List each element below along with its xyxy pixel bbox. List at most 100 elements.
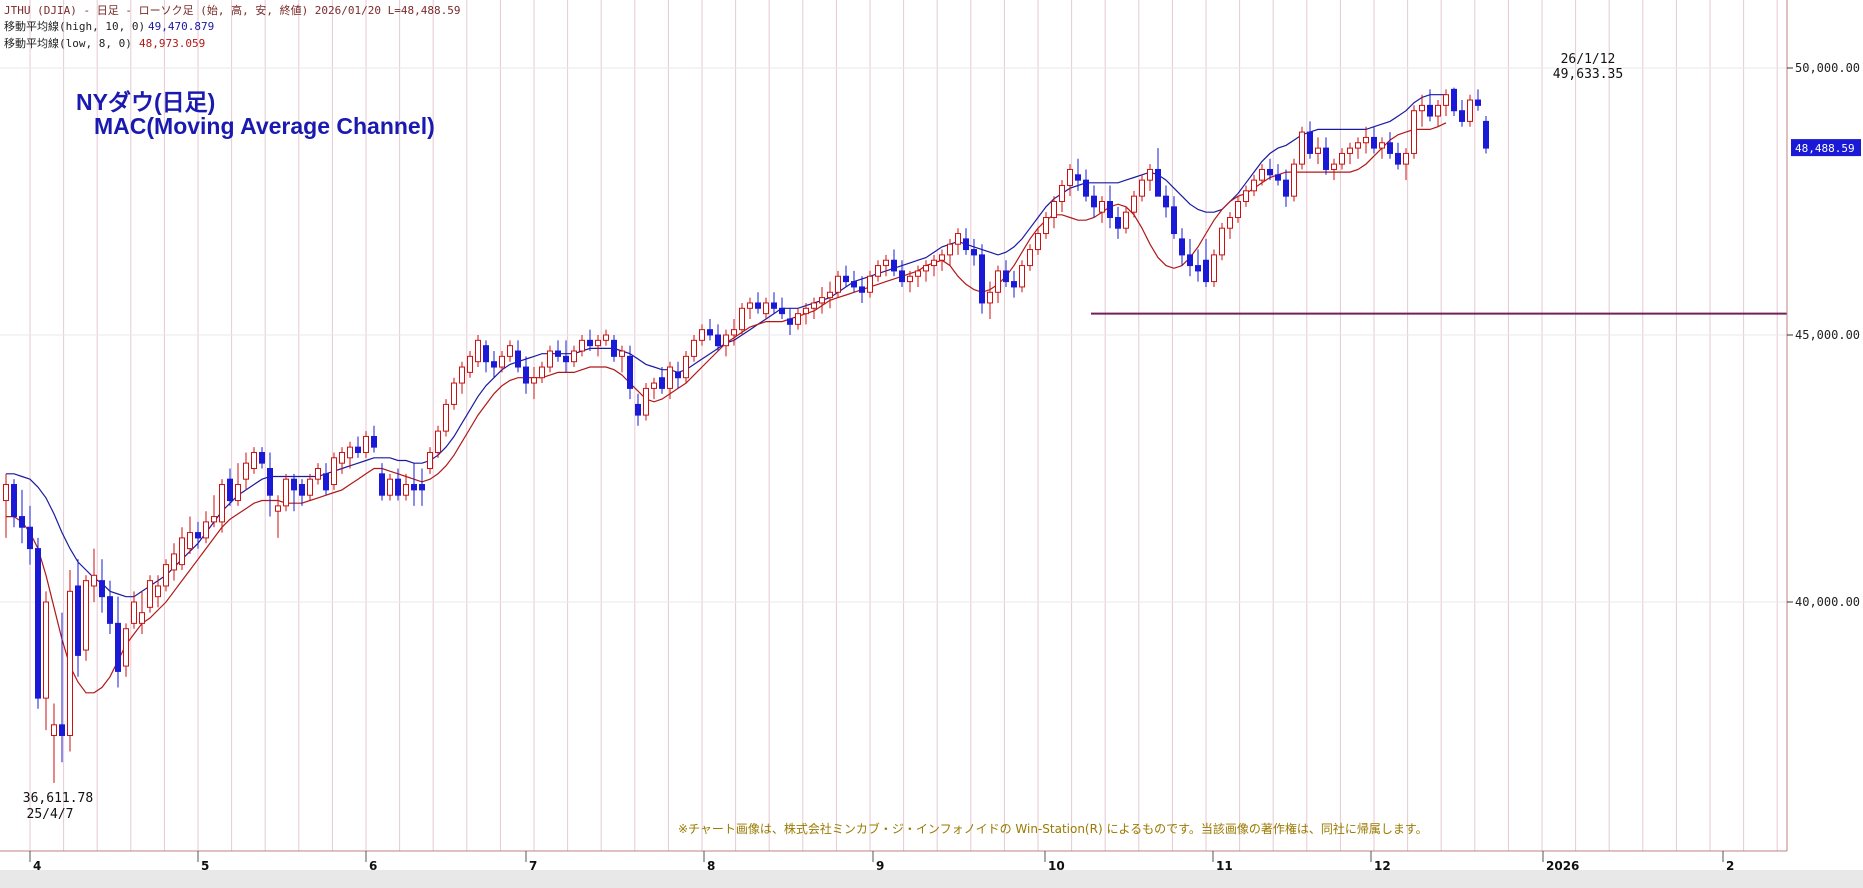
candle-body-down [1091, 195, 1097, 208]
candle [1427, 89, 1433, 122]
candle-body-down [411, 484, 417, 491]
candle [1163, 185, 1169, 218]
candle-body-up [539, 366, 545, 379]
candle-body-up [1043, 217, 1049, 235]
candle [1339, 148, 1345, 170]
candle [1475, 89, 1481, 111]
candle [1355, 137, 1361, 159]
candle [1403, 148, 1409, 181]
candle [451, 377, 457, 410]
candle [795, 308, 801, 330]
candle [1035, 228, 1041, 255]
candle [91, 548, 97, 602]
candle [1211, 249, 1217, 287]
chart-title: NYダウ(日足) MAC(Moving Average Channel) [76, 89, 435, 139]
candle [1227, 212, 1233, 239]
candle [1235, 196, 1241, 223]
candle-body-down [1371, 136, 1377, 149]
candle-body-up [939, 254, 945, 261]
ma-low-value: 48,973.059 [139, 37, 205, 50]
candle-body-up [571, 350, 577, 363]
candle-body-down [1267, 168, 1273, 176]
candle [1331, 158, 1337, 181]
candle [1467, 94, 1473, 127]
candle-body-down [659, 377, 665, 389]
candle-body-down [1203, 259, 1209, 283]
candle-body-down [483, 345, 489, 363]
candle [675, 361, 681, 389]
candle-body-up [1355, 142, 1361, 149]
candle [51, 703, 57, 783]
candle-body-up [1379, 142, 1385, 149]
candle-body-up [795, 313, 801, 325]
candle-body-up [1315, 147, 1321, 154]
candle-body-up [1067, 168, 1073, 186]
candle-body-up [915, 270, 921, 277]
candle [907, 270, 913, 293]
candle [411, 463, 417, 506]
current-price-label: 48,488.59 [1795, 142, 1855, 155]
candle-body-up [691, 339, 697, 357]
candle-body-up [723, 334, 729, 347]
candle [987, 281, 993, 319]
candle [427, 447, 433, 474]
candle-body-down [1083, 179, 1089, 197]
candle-body-up [1363, 136, 1369, 144]
candle [1011, 270, 1017, 298]
candle-body-up [1403, 152, 1409, 165]
candle-body-up [643, 387, 649, 416]
candle [1419, 94, 1425, 127]
candle-body-up [1411, 110, 1417, 154]
candle-body-up [931, 259, 937, 267]
candle [859, 276, 865, 303]
candle-body-up [203, 521, 209, 539]
candle [331, 452, 337, 490]
candle-body-down [323, 473, 329, 491]
candle-body-up [499, 355, 505, 368]
x-month-label: 10 [1048, 859, 1065, 873]
candle [507, 340, 513, 362]
candle-body-up [147, 580, 153, 608]
candle-body-down [371, 435, 377, 448]
x-month-label: 12 [1374, 859, 1391, 873]
candle-body-up [427, 451, 433, 470]
candle [1275, 164, 1281, 186]
candle [1099, 196, 1105, 223]
candle-body-up [1443, 94, 1449, 106]
candle-body-up [803, 307, 809, 315]
candle [1299, 126, 1305, 170]
candle-body-down [771, 302, 777, 309]
annotation-high-value: 49,633.35 [1553, 67, 1623, 82]
candle [1259, 164, 1265, 186]
candle-body-down [859, 286, 865, 293]
candle-body-up [835, 275, 841, 293]
candle-body-down [707, 329, 713, 336]
candle-body-down [1195, 265, 1201, 272]
candle-body-up [1419, 104, 1425, 112]
candle-body-up [1243, 190, 1249, 203]
candle [1267, 158, 1273, 181]
candle [1459, 100, 1465, 127]
candle-body-up [667, 366, 673, 389]
candle [1451, 87, 1457, 117]
candle [107, 580, 113, 635]
candle [459, 361, 465, 394]
candle-body-up [67, 590, 73, 736]
candle [275, 495, 281, 538]
candle [131, 591, 137, 629]
candle-body-up [603, 334, 609, 341]
candle-body-up [1123, 211, 1129, 229]
candle [1051, 196, 1057, 229]
candle [1067, 164, 1073, 197]
candle-body-down [1003, 270, 1009, 283]
candle-body-up [883, 259, 889, 267]
candle [235, 463, 241, 506]
candle-body-up [827, 291, 833, 299]
candle [307, 473, 313, 501]
candle-body-up [1347, 147, 1353, 154]
candle-body-up [1339, 152, 1345, 165]
candle-body-down [843, 275, 849, 283]
x-month-label: 4 [33, 859, 41, 873]
